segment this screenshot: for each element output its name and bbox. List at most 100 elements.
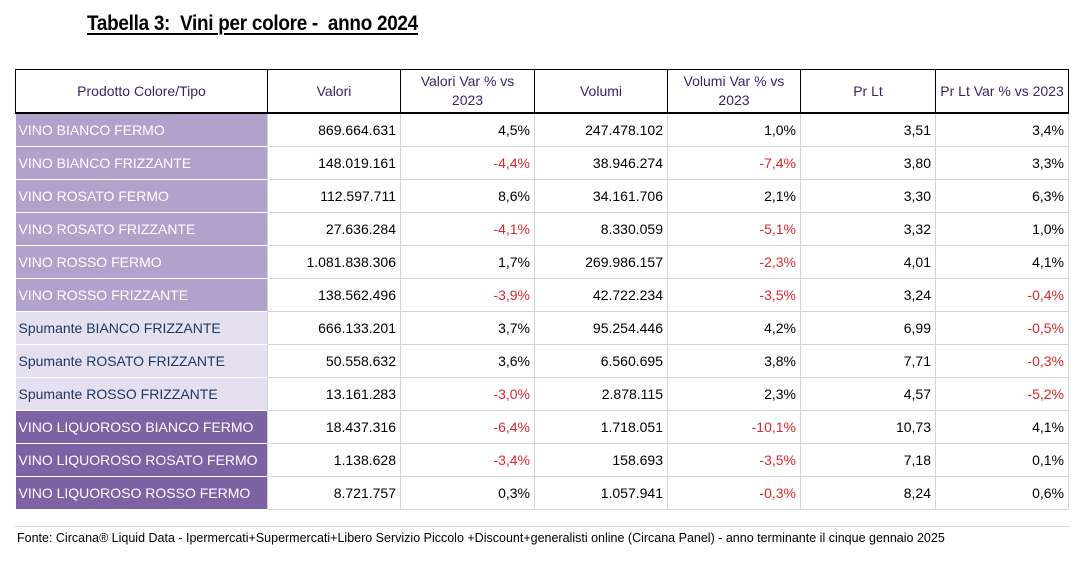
prlt-cell: 7,71 (800, 344, 936, 378)
volumi-var-cell: -0,3% (667, 476, 801, 510)
product-name: VINO LIQUOROSO BIANCO FERMO (15, 410, 268, 444)
valori-var-cell: 8,6% (400, 179, 535, 213)
volumi-cell: 1.718.051 (534, 410, 668, 444)
prlt-var-cell: 4,1% (935, 410, 1069, 444)
valori-var-cell: 3,7% (400, 311, 535, 345)
prlt-var-cell: -0,4% (935, 278, 1069, 312)
valori-cell: 1.138.628 (267, 443, 401, 477)
volumi-cell: 95.254.446 (534, 311, 668, 345)
prlt-var-cell: 0,6% (935, 476, 1069, 510)
volumi-var-cell: 2,1% (667, 179, 801, 213)
prlt-var-cell: 3,3% (935, 146, 1069, 180)
volumi-cell: 34.161.706 (534, 179, 668, 213)
volumi-var-cell: -3,5% (667, 278, 801, 312)
valori-var-cell: 1,7% (400, 245, 535, 279)
valori-var-cell: 0,3% (400, 476, 535, 510)
valori-cell: 138.562.496 (267, 278, 401, 312)
table-row: Spumante BIANCO FRIZZANTE 666.133.201 3,… (15, 311, 1069, 345)
valori-var-cell: -3,4% (400, 443, 535, 477)
table-row: VINO LIQUOROSO ROSATO FERMO 1.138.628 -3… (15, 443, 1069, 477)
volumi-var-cell: -10,1% (667, 410, 801, 444)
table-row: VINO LIQUOROSO ROSSO FERMO 8.721.757 0,3… (15, 476, 1069, 510)
table-row: VINO BIANCO FERMO 869.664.631 4,5% 247.4… (15, 112, 1069, 147)
product-name: Spumante ROSSO FRIZZANTE (15, 377, 268, 411)
prlt-var-cell: 0,1% (935, 443, 1069, 477)
valori-cell: 1.081.838.306 (267, 245, 401, 279)
header-prodotto: Prodotto Colore/Tipo (15, 69, 268, 114)
product-name: VINO BIANCO FRIZZANTE (15, 146, 268, 180)
valori-var-cell: 3,6% (400, 344, 535, 378)
product-name: VINO ROSATO FERMO (15, 179, 268, 213)
valori-cell: 869.664.631 (267, 112, 401, 147)
header-volumi-var: Volumi Var % vs 2023 (667, 69, 801, 114)
valori-cell: 112.597.711 (267, 179, 401, 213)
product-name: VINO ROSSO FRIZZANTE (15, 278, 268, 312)
volumi-var-cell: -2,3% (667, 245, 801, 279)
header-volumi: Volumi (534, 69, 668, 114)
header-prlt: Pr Lt (800, 69, 936, 114)
prlt-var-cell: -0,5% (935, 311, 1069, 345)
valori-var-cell: -4,1% (400, 212, 535, 246)
table-row: VINO ROSSO FERMO 1.081.838.306 1,7% 269.… (15, 245, 1069, 279)
volumi-cell: 6.560.695 (534, 344, 668, 378)
prlt-cell: 3,51 (800, 112, 936, 147)
prlt-var-cell: 4,1% (935, 245, 1069, 279)
valori-cell: 13.161.283 (267, 377, 401, 411)
header-prlt-var: Pr Lt Var % vs 2023 (935, 69, 1069, 114)
volumi-cell: 42.722.234 (534, 278, 668, 312)
volumi-var-cell: -3,5% (667, 443, 801, 477)
volumi-var-cell: 1,0% (667, 112, 801, 147)
prlt-var-cell: 6,3% (935, 179, 1069, 213)
product-name: Spumante BIANCO FRIZZANTE (15, 311, 268, 345)
source-footnote: Fonte: Circana® Liquid Data - Ipermercat… (15, 526, 1070, 549)
table-row: VINO ROSATO FRIZZANTE 27.636.284 -4,1% 8… (15, 212, 1069, 246)
prlt-cell: 3,32 (800, 212, 936, 246)
valori-cell: 27.636.284 (267, 212, 401, 246)
valori-cell: 50.558.632 (267, 344, 401, 378)
product-name: VINO BIANCO FERMO (15, 112, 268, 147)
valori-var-cell: 4,5% (400, 112, 535, 147)
volumi-var-cell: 2,3% (667, 377, 801, 411)
volumi-var-cell: -7,4% (667, 146, 801, 180)
prlt-var-cell: 3,4% (935, 112, 1069, 147)
product-name: VINO LIQUOROSO ROSSO FERMO (15, 476, 268, 510)
prlt-var-cell: -5,2% (935, 377, 1069, 411)
prlt-cell: 7,18 (800, 443, 936, 477)
table-row: VINO ROSATO FERMO 112.597.711 8,6% 34.16… (15, 179, 1069, 213)
volumi-var-cell: 4,2% (667, 311, 801, 345)
valori-cell: 8.721.757 (267, 476, 401, 510)
prlt-cell: 10,73 (800, 410, 936, 444)
valori-var-cell: -6,4% (400, 410, 535, 444)
prlt-cell: 8,24 (800, 476, 936, 510)
valori-cell: 666.133.201 (267, 311, 401, 345)
volumi-cell: 247.478.102 (534, 112, 668, 147)
product-name: VINO ROSATO FRIZZANTE (15, 212, 268, 246)
volumi-var-cell: 3,8% (667, 344, 801, 378)
volumi-cell: 158.693 (534, 443, 668, 477)
volumi-cell: 38.946.274 (534, 146, 668, 180)
table-row: Spumante ROSSO FRIZZANTE 13.161.283 -3,0… (15, 377, 1069, 411)
valori-cell: 148.019.161 (267, 146, 401, 180)
product-name: VINO ROSSO FERMO (15, 245, 268, 279)
table-row: VINO BIANCO FRIZZANTE 148.019.161 -4,4% … (15, 146, 1069, 180)
valori-var-cell: -3,9% (400, 278, 535, 312)
header-row: Prodotto Colore/Tipo Valori Valori Var %… (15, 69, 1069, 114)
prlt-cell: 3,30 (800, 179, 936, 213)
prlt-cell: 3,24 (800, 278, 936, 312)
wine-table: Prodotto Colore/Tipo Valori Valori Var %… (15, 69, 1069, 510)
volumi-cell: 8.330.059 (534, 212, 668, 246)
table-row: Spumante ROSATO FRIZZANTE 50.558.632 3,6… (15, 344, 1069, 378)
product-name: VINO LIQUOROSO ROSATO FERMO (15, 443, 268, 477)
valori-var-cell: -3,0% (400, 377, 535, 411)
volumi-cell: 1.057.941 (534, 476, 668, 510)
prlt-cell: 4,01 (800, 245, 936, 279)
valori-cell: 18.437.316 (267, 410, 401, 444)
header-valori-var: Valori Var % vs 2023 (400, 69, 535, 114)
prlt-cell: 3,80 (800, 146, 936, 180)
header-valori: Valori (267, 69, 401, 114)
prlt-cell: 6,99 (800, 311, 936, 345)
prlt-cell: 4,57 (800, 377, 936, 411)
valori-var-cell: -4,4% (400, 146, 535, 180)
volumi-cell: 2.878.115 (534, 377, 668, 411)
table-title: Tabella 3: Vini per colore - anno 2024 (87, 12, 418, 35)
